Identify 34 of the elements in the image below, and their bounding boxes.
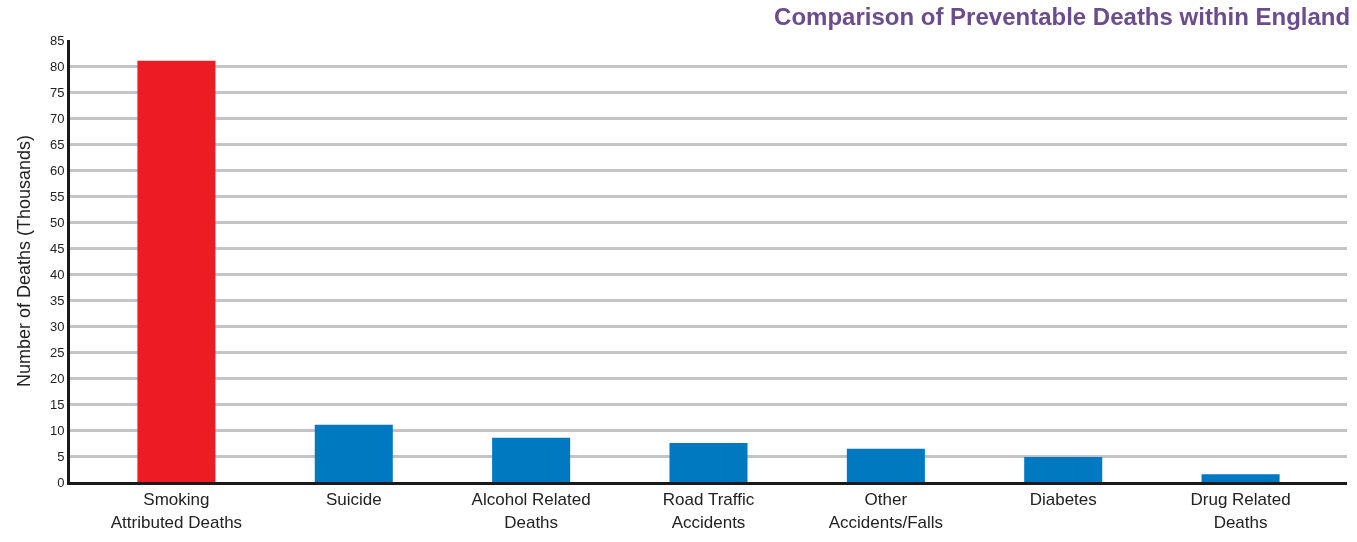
- x-tick-label: Road Traffic Accidents: [662, 490, 755, 532]
- y-tick-label: 30: [49, 318, 65, 334]
- x-tick-label: Smoking Attributed Deaths: [110, 490, 243, 532]
- y-tick-label: 75: [49, 84, 65, 100]
- y-tick-label: 40: [49, 266, 65, 282]
- y-tick-label: 45: [49, 240, 65, 256]
- bar: [669, 443, 748, 482]
- bar: [137, 60, 216, 482]
- y-axis-title: Number of Deaths (Thousands): [14, 134, 35, 388]
- y-tick-label: 15: [49, 396, 65, 412]
- bar: [1024, 457, 1103, 482]
- y-tick-label: 25: [49, 344, 65, 360]
- y-tick-label: 10: [49, 422, 65, 438]
- x-tick-label: Suicide: [325, 490, 382, 510]
- bar: [314, 424, 393, 482]
- x-tick-label: Diabetes: [1029, 490, 1097, 510]
- bar: [1201, 474, 1280, 482]
- y-tick-label: 65: [49, 136, 65, 152]
- y-tick-label: 0: [57, 474, 65, 490]
- y-tick-label: 50: [49, 214, 65, 230]
- y-tick-label: 5: [57, 448, 65, 464]
- chart-title: Comparison of Preventable Deaths within England: [774, 2, 1351, 30]
- y-tick-label: 80: [49, 58, 65, 74]
- y-tick-label: 20: [49, 370, 65, 386]
- x-tick-label: Other Accidents/Falls: [828, 490, 944, 532]
- y-tick-label: 35: [49, 292, 65, 308]
- y-tick-label: 70: [49, 110, 65, 126]
- bar: [492, 437, 571, 482]
- y-tick-label: 55: [49, 188, 65, 204]
- x-tick-label: Drug Related Deaths: [1190, 490, 1291, 532]
- y-tick-label: 60: [49, 162, 65, 178]
- y-tick-label: 85: [49, 32, 65, 48]
- bar: [846, 448, 925, 482]
- x-tick-label: Alcohol Related Deaths: [471, 490, 591, 532]
